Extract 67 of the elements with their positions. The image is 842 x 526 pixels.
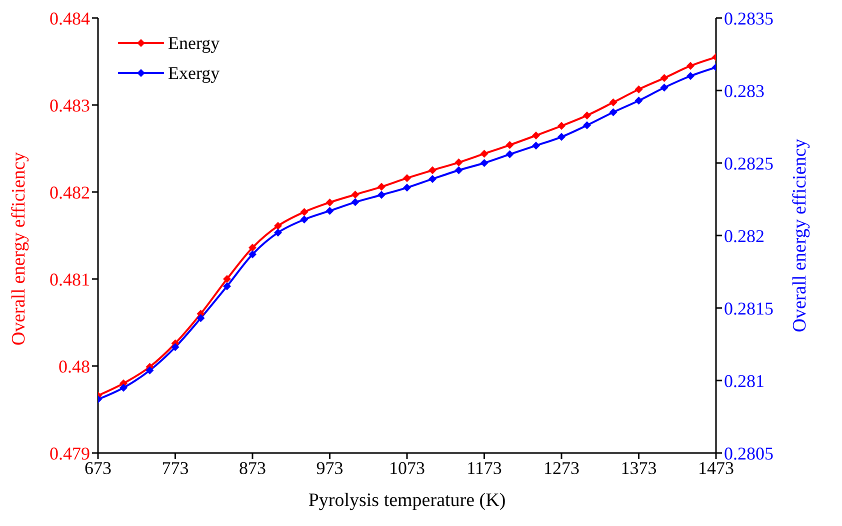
x-axis-title: Pyrolysis temperature (K) xyxy=(308,490,506,511)
point xyxy=(428,174,436,183)
point xyxy=(558,132,566,141)
x-tick-label: 1173 xyxy=(466,458,502,478)
y-tick-label: 0.484 xyxy=(50,8,90,28)
y2-tick-label: 0.282 xyxy=(724,226,764,246)
point xyxy=(582,111,591,120)
x-tick-label: 1073 xyxy=(389,458,425,478)
point xyxy=(248,250,256,258)
y2-tick-label: 0.283 xyxy=(724,80,764,101)
x-tick-label: 873 xyxy=(239,458,266,478)
point xyxy=(351,198,360,206)
point xyxy=(532,142,540,150)
y2-tick-label: 0.2815 xyxy=(724,298,774,318)
point xyxy=(403,174,411,182)
y2-tick-label: 0.2805 xyxy=(724,443,774,464)
y-tick-label: 0.481 xyxy=(50,269,90,290)
y-tick-label: 0.482 xyxy=(50,182,90,202)
point xyxy=(506,141,514,150)
point xyxy=(582,121,591,130)
x-tick-label: 1373 xyxy=(620,458,657,478)
point xyxy=(634,85,643,94)
point xyxy=(480,159,488,167)
point xyxy=(300,208,308,216)
point xyxy=(300,216,308,224)
y-tick-label: 0.479 xyxy=(50,443,90,464)
y-axis-title: Overall energy efficiency xyxy=(8,152,30,346)
point xyxy=(686,72,695,80)
y2-tick-label: 0.2835 xyxy=(724,8,774,28)
point xyxy=(171,343,180,352)
point xyxy=(119,384,128,392)
point xyxy=(428,166,436,174)
y2-axis-title: Overall energy efficiency xyxy=(790,138,811,332)
point xyxy=(223,275,232,283)
y2-tick-label: 0.2825 xyxy=(724,153,774,174)
x-tick-label: 773 xyxy=(162,458,189,478)
point xyxy=(660,84,668,92)
point xyxy=(506,150,514,158)
y-tick-label: 0.48 xyxy=(58,356,90,376)
legend-label: Energy xyxy=(168,32,220,54)
point xyxy=(274,228,282,237)
point xyxy=(609,108,618,116)
x-tick-label: 973 xyxy=(316,458,344,478)
legend-label: Exergy xyxy=(168,62,220,84)
point xyxy=(223,282,232,290)
y-tick-label: 0.483 xyxy=(50,95,90,116)
point xyxy=(326,206,334,215)
point xyxy=(378,190,386,199)
point xyxy=(686,62,695,70)
point xyxy=(146,366,154,374)
point xyxy=(274,222,282,230)
point xyxy=(480,150,488,158)
x-tick-label: 1273 xyxy=(544,458,580,478)
point xyxy=(634,96,643,105)
point xyxy=(326,198,334,206)
point xyxy=(532,131,540,140)
point xyxy=(609,98,618,106)
y2-tick-label: 0.281 xyxy=(724,370,764,391)
point xyxy=(248,244,256,252)
point xyxy=(378,182,386,191)
point xyxy=(454,158,463,166)
point xyxy=(660,74,668,82)
point xyxy=(196,314,205,322)
point xyxy=(454,166,463,174)
point xyxy=(351,190,360,199)
point xyxy=(558,122,566,130)
point xyxy=(403,184,411,192)
